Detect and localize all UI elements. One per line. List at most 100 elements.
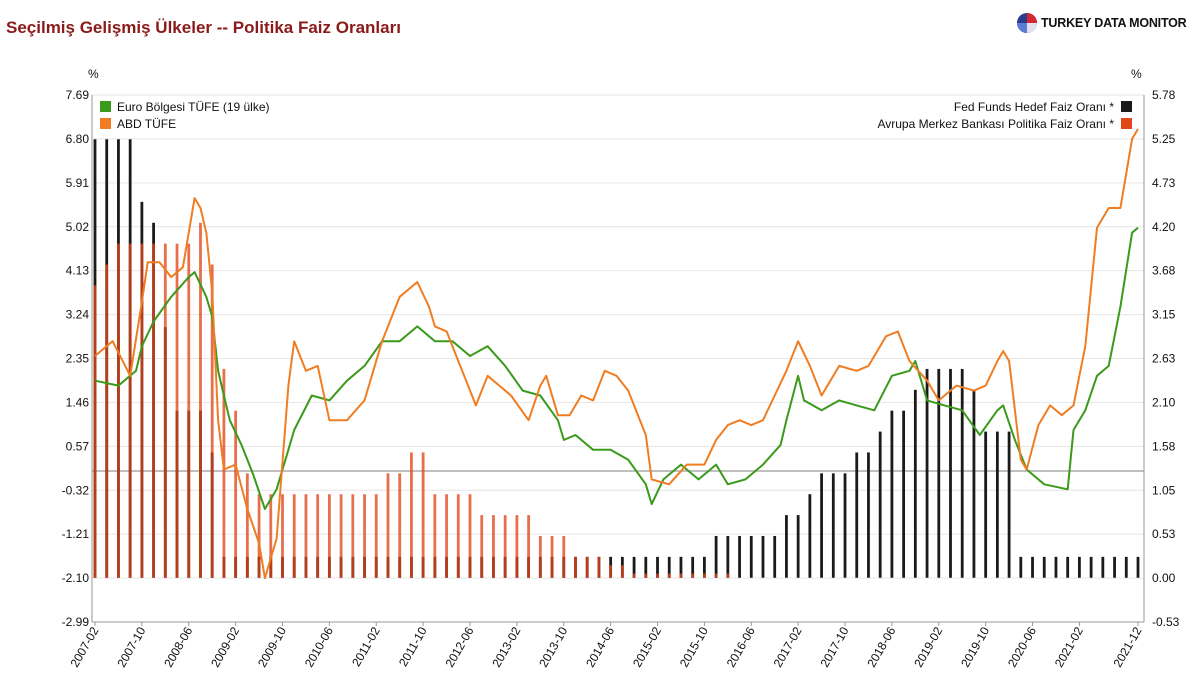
- right-tick-label: 5.78: [1152, 88, 1176, 102]
- right-tick-label: 0.00: [1152, 571, 1176, 585]
- legend-swatch: [1121, 101, 1132, 112]
- left-tick-label: 5.02: [66, 220, 90, 234]
- ecb-bar: [492, 515, 495, 578]
- brand-name: TURKEY DATA MONITOR: [1041, 16, 1187, 30]
- fed-bar: [656, 556, 659, 578]
- ecb-bar: [656, 573, 659, 578]
- ecb-bar: [515, 515, 519, 578]
- ecb-bar: [374, 494, 378, 578]
- fed-bar: [913, 389, 917, 578]
- ecb-bar: [269, 494, 273, 578]
- ecb-bar: [562, 535, 566, 578]
- legend-label: ABD TÜFE: [117, 117, 176, 131]
- x-tick-label: 2015-10: [677, 624, 711, 669]
- right-tick-label: 1.58: [1152, 439, 1176, 453]
- right-tick-label: 3.68: [1152, 264, 1176, 278]
- ecb-bar: [199, 222, 202, 578]
- right-tick-label: 2.63: [1152, 352, 1176, 366]
- ecb-bar: [257, 494, 261, 578]
- ecb-bar: [574, 556, 577, 578]
- x-tick-label: 2015-02: [630, 624, 664, 669]
- fed-bar: [644, 556, 648, 578]
- right-tick-label: 0.53: [1152, 527, 1176, 541]
- left-tick-label: 0.57: [66, 439, 90, 453]
- x-tick-label: 2007-10: [114, 624, 148, 669]
- ecb-bar: [327, 494, 331, 578]
- fed-bar: [796, 515, 800, 578]
- ecb-bar: [468, 494, 472, 578]
- fed-bar: [820, 473, 823, 578]
- ecb-bar: [128, 243, 132, 578]
- ecb-bar: [644, 573, 648, 578]
- ecb-bar: [245, 473, 249, 578]
- x-tick-label: 2021-02: [1052, 624, 1086, 669]
- left-tick-label: -1.21: [62, 527, 90, 541]
- ecb-bar: [304, 494, 308, 578]
- ecb-bar: [679, 573, 683, 578]
- x-tick-label: 2009-10: [255, 624, 289, 669]
- ecb-bar: [714, 573, 718, 578]
- fed-bar: [878, 431, 882, 578]
- legend-swatch: [1121, 118, 1132, 129]
- fed-bar: [808, 494, 812, 578]
- fed-bar: [1101, 556, 1105, 578]
- ecb-bar: [632, 573, 636, 578]
- left-tick-label: 1.46: [66, 395, 90, 409]
- x-tick-label: 2010-06: [302, 624, 336, 669]
- ecb-bar: [316, 494, 320, 578]
- fed-bar: [691, 556, 695, 578]
- ecb-bar: [609, 565, 613, 578]
- ecb-bar: [726, 573, 730, 578]
- cpi-lines: [94, 128, 1139, 580]
- fed-bar: [995, 431, 999, 578]
- x-tick-label: 2017-02: [771, 624, 805, 669]
- ecb-bar: [210, 264, 214, 578]
- ecb-bar: [667, 573, 671, 578]
- ecb-bar: [410, 452, 413, 578]
- ecb-bar: [234, 410, 238, 578]
- fed-bar: [831, 473, 835, 578]
- brand-logo: TURKEY DATA MONITOR: [1016, 10, 1187, 36]
- fed-bar: [867, 452, 870, 578]
- x-tick-label: 2017-10: [817, 624, 851, 669]
- fed-bar: [925, 368, 929, 578]
- left-tick-label: -2.99: [62, 615, 90, 629]
- ecb-bar: [398, 473, 402, 578]
- fed-bar: [937, 368, 941, 578]
- right-tick-label: 5.25: [1152, 132, 1176, 146]
- right-tick-label: 4.73: [1152, 176, 1176, 190]
- ecb-bar: [691, 573, 695, 578]
- legend-label: Avrupa Merkez Bankası Politika Faiz Oran…: [877, 117, 1114, 131]
- fed-bar: [773, 535, 777, 578]
- ecb-bar: [222, 368, 226, 578]
- x-tick-label: 2007-02: [67, 624, 101, 669]
- right-tick-label: 3.15: [1152, 308, 1176, 322]
- x-tick-label: 2008-06: [161, 624, 195, 669]
- fed-bar: [1054, 556, 1058, 578]
- right-axis-unit: %: [1131, 67, 1142, 81]
- fed-bar: [726, 535, 730, 578]
- left-tick-label: 3.24: [66, 308, 90, 322]
- left-axis-unit: %: [88, 67, 99, 81]
- right-tick-label: 2.10: [1152, 395, 1176, 409]
- euro-cpi-line: [94, 226, 1139, 510]
- ecb-bar: [503, 515, 507, 578]
- ecb-bar: [363, 494, 366, 578]
- legend-swatch: [100, 118, 111, 129]
- ecb-bar: [187, 243, 191, 578]
- left-tick-label: -2.10: [62, 571, 90, 585]
- x-tick-label: 2013-02: [489, 624, 523, 669]
- ecb-bar: [292, 494, 296, 578]
- fed-bar: [702, 556, 706, 578]
- x-tick-label: 2011-10: [396, 624, 430, 669]
- globe-icon: [1017, 13, 1037, 33]
- ecb-bar: [93, 285, 97, 578]
- x-tick-label: 2012-06: [442, 624, 476, 669]
- fed-bar: [949, 368, 952, 578]
- right-tick-label: -0.53: [1152, 615, 1180, 629]
- fed-bar: [738, 535, 741, 578]
- right-tick-label: 1.05: [1152, 483, 1176, 497]
- legend-label: Fed Funds Hedef Faiz Oranı *: [954, 100, 1114, 114]
- fed-bar: [679, 556, 683, 578]
